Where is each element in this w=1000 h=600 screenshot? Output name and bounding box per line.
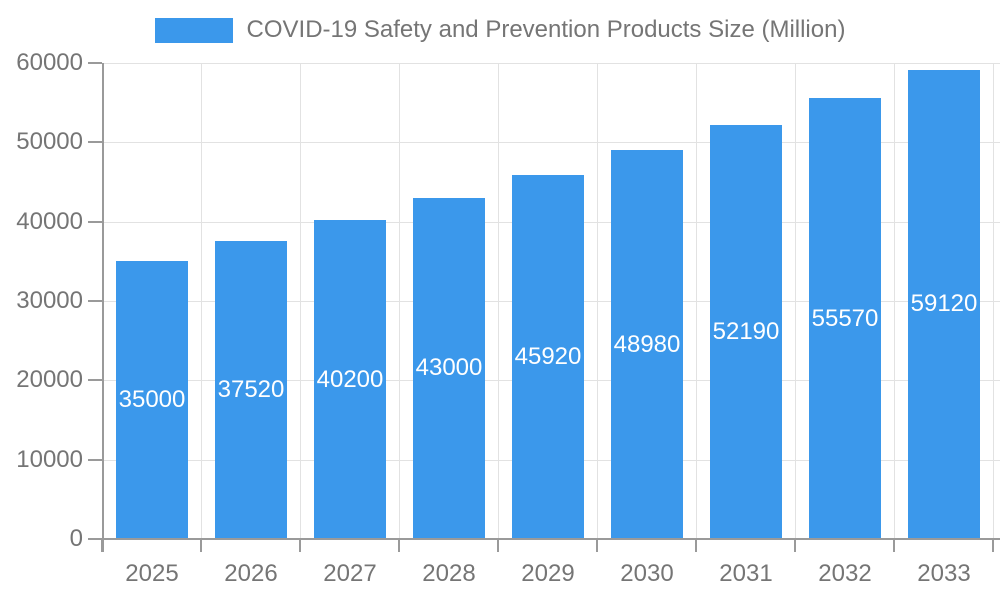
bar-2031[interactable]	[710, 125, 782, 539]
x-axis-tick	[893, 539, 895, 552]
v-gridline	[894, 63, 895, 539]
x-tick-label: 2025	[125, 560, 179, 587]
y-tick-label: 0	[69, 525, 83, 552]
y-tick-label: 40000	[16, 208, 83, 235]
y-axis-tick	[88, 459, 102, 461]
bar-value-label: 35000	[118, 386, 186, 413]
y-tick-label: 60000	[16, 49, 83, 76]
bar-2032[interactable]	[809, 98, 881, 539]
v-gridline	[201, 63, 202, 539]
bar-2025[interactable]	[116, 261, 188, 539]
bar-2030[interactable]	[611, 150, 683, 539]
h-gridline	[102, 142, 1000, 143]
x-axis-tick	[299, 539, 301, 552]
bar-value-label: 43000	[415, 354, 483, 381]
chart-legend[interactable]: COVID-19 Safety and Prevention Products …	[0, 16, 1000, 44]
bar-2029[interactable]	[512, 175, 584, 539]
bar-2027[interactable]	[314, 220, 386, 539]
y-axis-tick	[88, 62, 102, 64]
x-axis-line	[88, 538, 1000, 540]
x-axis-tick	[695, 539, 697, 552]
v-gridline	[993, 63, 994, 539]
x-axis-tick	[794, 539, 796, 552]
bar-value-label: 48980	[613, 331, 681, 358]
bar-value-label: 59120	[910, 290, 978, 317]
bar-value-label: 52190	[712, 318, 780, 345]
x-tick-label: 2033	[917, 560, 971, 587]
bar-value-label: 45920	[514, 343, 582, 370]
x-tick-label: 2027	[323, 560, 377, 587]
x-axis-tick	[596, 539, 598, 552]
bar-value-label: 37520	[217, 376, 285, 403]
y-axis-tick	[88, 221, 102, 223]
v-gridline	[399, 63, 400, 539]
v-gridline	[696, 63, 697, 539]
x-tick-label: 2030	[620, 560, 674, 587]
y-axis-tick	[88, 300, 102, 302]
x-axis-tick	[200, 539, 202, 552]
h-gridline	[102, 63, 1000, 64]
y-axis-line	[102, 63, 104, 552]
bar-value-label: 55570	[811, 305, 879, 332]
x-axis-tick	[101, 539, 103, 552]
v-gridline	[300, 63, 301, 539]
x-tick-label: 2026	[224, 560, 278, 587]
y-axis-tick	[88, 141, 102, 143]
x-axis-tick	[398, 539, 400, 552]
v-gridline	[795, 63, 796, 539]
x-tick-label: 2031	[719, 560, 773, 587]
chart-title: COVID-19 Safety and Prevention Products …	[246, 16, 846, 43]
y-tick-label: 20000	[16, 366, 83, 393]
x-axis-tick	[497, 539, 499, 552]
bar-2028[interactable]	[413, 198, 485, 539]
y-axis-tick	[88, 538, 102, 540]
y-tick-label: 30000	[16, 287, 83, 314]
x-axis-tick	[992, 539, 994, 552]
y-tick-label: 10000	[16, 446, 83, 473]
y-tick-label: 50000	[16, 128, 83, 155]
v-gridline	[498, 63, 499, 539]
bar-value-label: 40200	[316, 366, 384, 393]
legend-swatch	[154, 17, 233, 43]
x-tick-label: 2028	[422, 560, 476, 587]
v-gridline	[597, 63, 598, 539]
x-tick-label: 2032	[818, 560, 872, 587]
y-axis-tick	[88, 379, 102, 381]
bar-2033[interactable]	[908, 70, 980, 539]
x-tick-label: 2029	[521, 560, 575, 587]
bar-2026[interactable]	[215, 241, 287, 539]
